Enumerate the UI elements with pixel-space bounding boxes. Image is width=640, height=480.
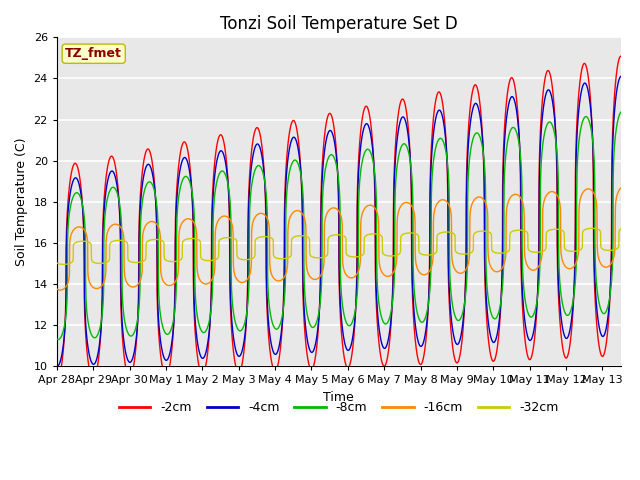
Text: TZ_fmet: TZ_fmet: [65, 47, 122, 60]
Title: Tonzi Soil Temperature Set D: Tonzi Soil Temperature Set D: [220, 15, 458, 33]
Y-axis label: Soil Temperature (C): Soil Temperature (C): [15, 138, 28, 266]
Legend: -2cm, -4cm, -8cm, -16cm, -32cm: -2cm, -4cm, -8cm, -16cm, -32cm: [114, 396, 564, 420]
X-axis label: Time: Time: [323, 391, 354, 404]
